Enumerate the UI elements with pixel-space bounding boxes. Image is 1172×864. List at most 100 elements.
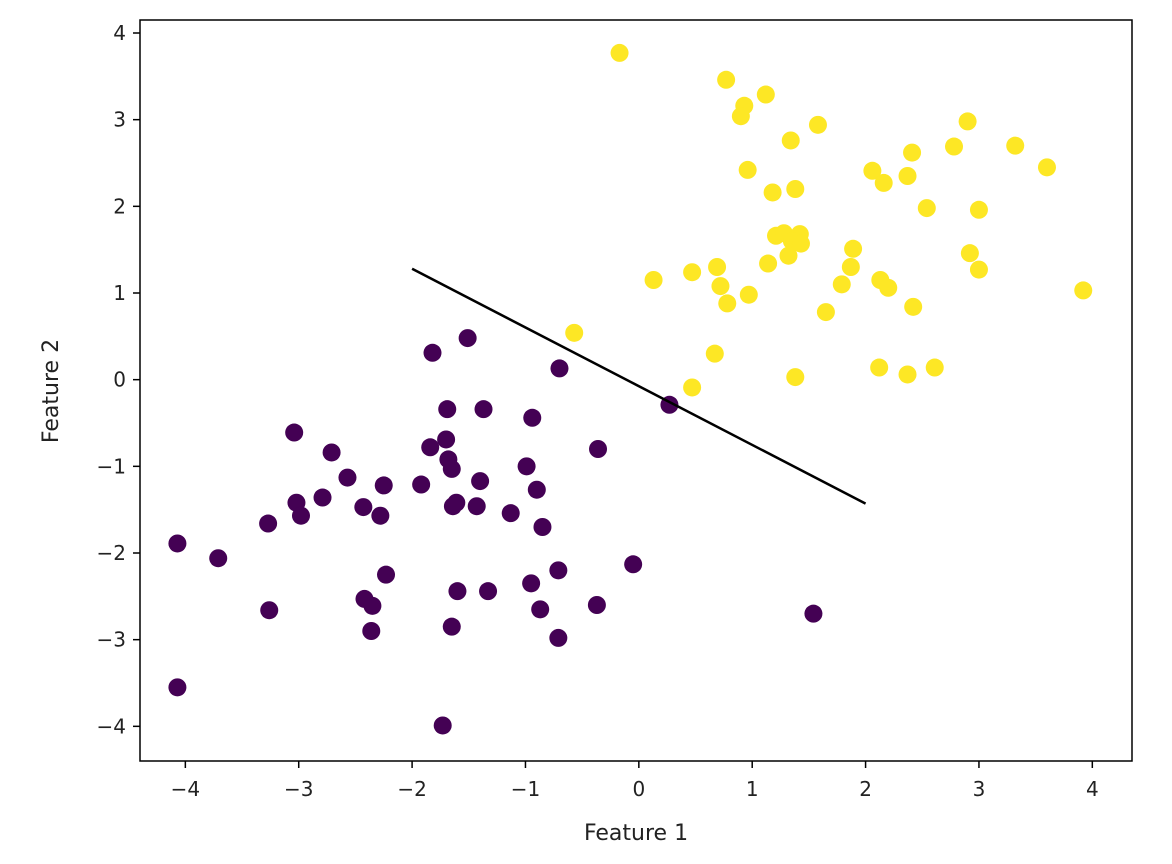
data-point-series-2 [731, 107, 750, 126]
data-point-series-2 [879, 278, 898, 297]
data-point-series-2 [898, 167, 917, 185]
data-point-series-1 [549, 561, 568, 580]
data-point-series-2 [917, 199, 936, 218]
data-point-series-1 [313, 488, 332, 507]
data-point-series-2 [781, 131, 800, 150]
data-point-series-2 [756, 85, 775, 104]
data-point-series-1 [322, 443, 341, 462]
x-tick-label: −1 [511, 777, 540, 801]
data-point-series-2 [786, 368, 805, 387]
data-point-series-2 [1006, 136, 1025, 155]
decision-boundary-layer [411, 267, 867, 505]
data-point-series-2 [610, 43, 629, 62]
data-point-series-1 [412, 475, 431, 494]
data-point-series-2 [863, 161, 882, 180]
y-tick-label: 0 [113, 368, 126, 392]
y-tick-label: 1 [113, 281, 126, 305]
data-point-series-1 [549, 628, 568, 647]
data-point-series-2 [870, 358, 889, 377]
data-point-series-2 [958, 112, 977, 131]
data-point-series-2 [1074, 281, 1093, 300]
data-point-series-2 [960, 244, 979, 263]
data-point-series-1 [354, 498, 373, 517]
data-point-series-1 [471, 472, 490, 491]
data-point-series-1 [168, 534, 187, 553]
data-point-series-2 [739, 285, 758, 304]
decision-boundary-line [411, 267, 867, 505]
data-point-series-1 [433, 716, 452, 735]
data-point-series-1 [377, 565, 396, 584]
data-point-series-2 [779, 246, 798, 265]
data-point-series-1 [442, 459, 461, 478]
data-point-series-1 [501, 504, 520, 523]
data-point-series-1 [363, 596, 382, 615]
y-tick-label: 2 [113, 194, 126, 218]
data-point-series-1 [527, 480, 546, 499]
data-point-series-1 [291, 506, 310, 525]
data-point-series-1 [442, 617, 461, 636]
data-point-series-2 [763, 183, 782, 202]
data-point-series-2 [925, 358, 944, 377]
data-point-series-1 [437, 430, 456, 449]
data-point-series-2 [705, 344, 724, 363]
data-point-series-2 [816, 303, 835, 322]
data-point-series-1 [804, 604, 823, 623]
data-point-series-1 [522, 574, 541, 593]
data-point-series-1 [624, 555, 643, 574]
x-tick-label: 4 [1086, 777, 1099, 801]
data-point-series-2 [969, 200, 988, 219]
data-point-series-1 [168, 678, 187, 697]
y-tick-label: 3 [113, 108, 126, 132]
data-point-series-1 [587, 596, 606, 614]
x-tick-label: −2 [397, 777, 426, 801]
data-point-series-2 [786, 180, 805, 198]
data-point-series-1 [438, 400, 457, 419]
y-tick-label: −4 [97, 714, 126, 738]
data-point-series-2 [759, 254, 778, 273]
data-point-series-2 [903, 143, 922, 162]
x-tick-label: 3 [973, 777, 986, 801]
data-point-series-1 [479, 582, 498, 601]
data-point-series-2 [898, 365, 917, 384]
data-point-series-1 [371, 506, 390, 525]
y-tick-label: −2 [97, 541, 126, 565]
x-tick-label: 2 [859, 777, 872, 801]
data-point-series-2 [711, 277, 730, 296]
x-axis-ticks: −4 −3 −2 −1 0 1 2 3 4 [171, 761, 1099, 801]
data-point-series-2 [1037, 158, 1056, 177]
data-point-series-2 [969, 260, 988, 279]
data-points [168, 43, 1093, 735]
data-point-series-2 [644, 271, 663, 289]
data-point-series-2 [832, 275, 851, 294]
data-point-series-2 [717, 70, 736, 89]
data-point-series-2 [844, 239, 863, 258]
data-point-series-1 [467, 497, 486, 516]
data-point-series-1 [531, 600, 550, 619]
y-tick-label: −3 [97, 628, 126, 652]
plot-frame [139, 19, 1133, 762]
y-tick-label: −1 [97, 454, 126, 478]
data-point-series-2 [738, 160, 757, 179]
data-point-series-2 [565, 323, 584, 342]
y-tick-label: 4 [113, 21, 126, 45]
data-point-series-1 [533, 518, 552, 536]
data-point-series-2 [683, 263, 702, 282]
x-tick-label: 1 [746, 777, 759, 801]
data-point-series-1 [260, 601, 279, 620]
x-axis-label: Feature 1 [584, 821, 688, 846]
data-point-series-2 [708, 258, 727, 276]
y-axis-label: Feature 2 [39, 339, 64, 443]
data-point-series-2 [791, 234, 810, 253]
data-point-series-1 [443, 497, 462, 516]
data-point-series-2 [841, 258, 860, 276]
data-point-series-2 [945, 137, 964, 156]
data-point-series-1 [458, 329, 477, 348]
data-point-series-1 [589, 440, 608, 458]
data-point-series-1 [209, 549, 228, 568]
data-point-series-2 [683, 378, 702, 397]
data-point-series-1 [362, 622, 381, 640]
data-point-series-1 [285, 423, 304, 442]
data-point-series-1 [423, 343, 442, 362]
data-point-series-2 [904, 297, 923, 316]
